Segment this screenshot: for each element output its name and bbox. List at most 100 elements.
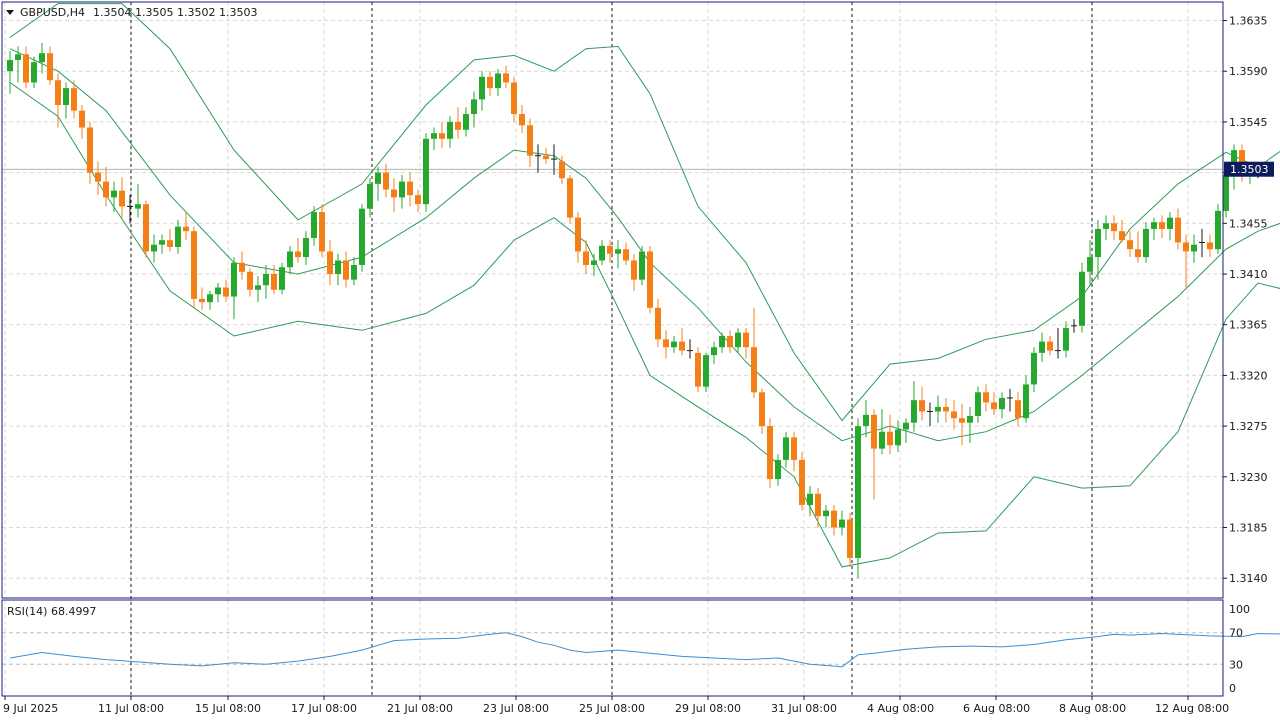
candle[interactable] — [935, 395, 941, 423]
candle[interactable] — [471, 91, 477, 128]
candle[interactable] — [671, 335, 677, 353]
candle[interactable] — [903, 418, 909, 443]
candle[interactable] — [263, 264, 269, 299]
candle[interactable] — [647, 245, 653, 314]
candle[interactable] — [63, 82, 69, 119]
candle[interactable] — [783, 431, 789, 468]
candle[interactable] — [847, 512, 853, 567]
candle[interactable] — [1079, 262, 1085, 333]
candle[interactable] — [1087, 240, 1093, 286]
candle[interactable] — [1215, 204, 1221, 254]
candle[interactable] — [311, 206, 317, 246]
candle[interactable] — [1103, 215, 1109, 241]
candle[interactable] — [1191, 234, 1197, 263]
candle[interactable] — [1015, 392, 1021, 427]
candle[interactable] — [343, 251, 349, 288]
candle[interactable] — [767, 418, 773, 489]
candle[interactable] — [31, 56, 37, 89]
candle[interactable] — [231, 257, 237, 320]
candle[interactable] — [407, 172, 413, 207]
candle[interactable] — [247, 268, 253, 297]
candle[interactable] — [503, 65, 509, 89]
candle[interactable] — [1135, 231, 1141, 263]
candle[interactable] — [279, 262, 285, 295]
candle[interactable] — [1175, 208, 1181, 250]
candle[interactable] — [111, 181, 117, 213]
candle[interactable] — [551, 144, 557, 175]
candle[interactable] — [103, 166, 109, 207]
candle[interactable] — [519, 105, 525, 134]
candle[interactable] — [47, 46, 53, 85]
candle[interactable] — [479, 71, 485, 111]
candle[interactable] — [607, 240, 613, 263]
candle[interactable] — [855, 418, 861, 579]
candle[interactable] — [207, 290, 213, 311]
candle[interactable] — [239, 251, 245, 280]
candle[interactable] — [295, 237, 301, 263]
candle[interactable] — [711, 341, 717, 365]
candle[interactable] — [759, 388, 765, 434]
candle[interactable] — [695, 347, 701, 393]
candle[interactable] — [927, 402, 933, 427]
candle[interactable] — [919, 386, 925, 421]
candle[interactable] — [1007, 388, 1013, 412]
candle[interactable] — [255, 276, 261, 303]
candle[interactable] — [735, 328, 741, 353]
candle[interactable] — [959, 403, 965, 446]
candle[interactable] — [951, 400, 957, 430]
candle[interactable] — [575, 212, 581, 263]
candle[interactable] — [983, 384, 989, 412]
candle[interactable] — [151, 234, 157, 263]
candle[interactable] — [599, 240, 605, 265]
candle[interactable] — [135, 183, 141, 218]
candle[interactable] — [991, 392, 997, 415]
candle[interactable] — [463, 107, 469, 137]
candle[interactable] — [807, 485, 813, 517]
candle[interactable] — [223, 279, 229, 303]
candle[interactable] — [1063, 321, 1069, 358]
candle[interactable] — [455, 107, 461, 139]
candle[interactable] — [679, 328, 685, 356]
candle[interactable] — [815, 488, 821, 528]
candle[interactable] — [623, 242, 629, 265]
candle[interactable] — [591, 253, 597, 277]
candle[interactable] — [639, 245, 645, 286]
candle[interactable] — [567, 174, 573, 224]
candle[interactable] — [1143, 222, 1149, 263]
candle[interactable] — [751, 307, 757, 398]
candle[interactable] — [415, 189, 421, 213]
candle[interactable] — [911, 381, 917, 432]
candle[interactable] — [863, 400, 869, 438]
candle[interactable] — [399, 174, 405, 209]
candle[interactable] — [375, 166, 381, 201]
candle[interactable] — [703, 352, 709, 393]
candle[interactable] — [967, 406, 973, 443]
candle[interactable] — [1183, 234, 1189, 288]
candle[interactable] — [327, 240, 333, 286]
candle[interactable] — [183, 212, 189, 241]
candle[interactable] — [1023, 375, 1029, 423]
candle[interactable] — [511, 76, 517, 122]
candle[interactable] — [15, 46, 21, 83]
candle[interactable] — [487, 71, 493, 96]
candle[interactable] — [1207, 234, 1213, 258]
candle[interactable] — [303, 231, 309, 265]
candle[interactable] — [999, 392, 1005, 419]
candle[interactable] — [287, 245, 293, 274]
candle[interactable] — [1055, 328, 1061, 359]
candle[interactable] — [1047, 335, 1053, 356]
candle[interactable] — [831, 504, 837, 536]
candle[interactable] — [799, 452, 805, 511]
candle[interactable] — [823, 504, 829, 528]
candle[interactable] — [615, 240, 621, 269]
candle[interactable] — [495, 68, 501, 96]
candle[interactable] — [943, 397, 949, 423]
candle[interactable] — [95, 161, 101, 196]
candle[interactable] — [79, 105, 85, 139]
candle[interactable] — [1111, 215, 1117, 241]
candle[interactable] — [583, 240, 589, 274]
candle[interactable] — [559, 155, 565, 184]
candle[interactable] — [87, 121, 93, 184]
candle[interactable] — [175, 219, 181, 254]
